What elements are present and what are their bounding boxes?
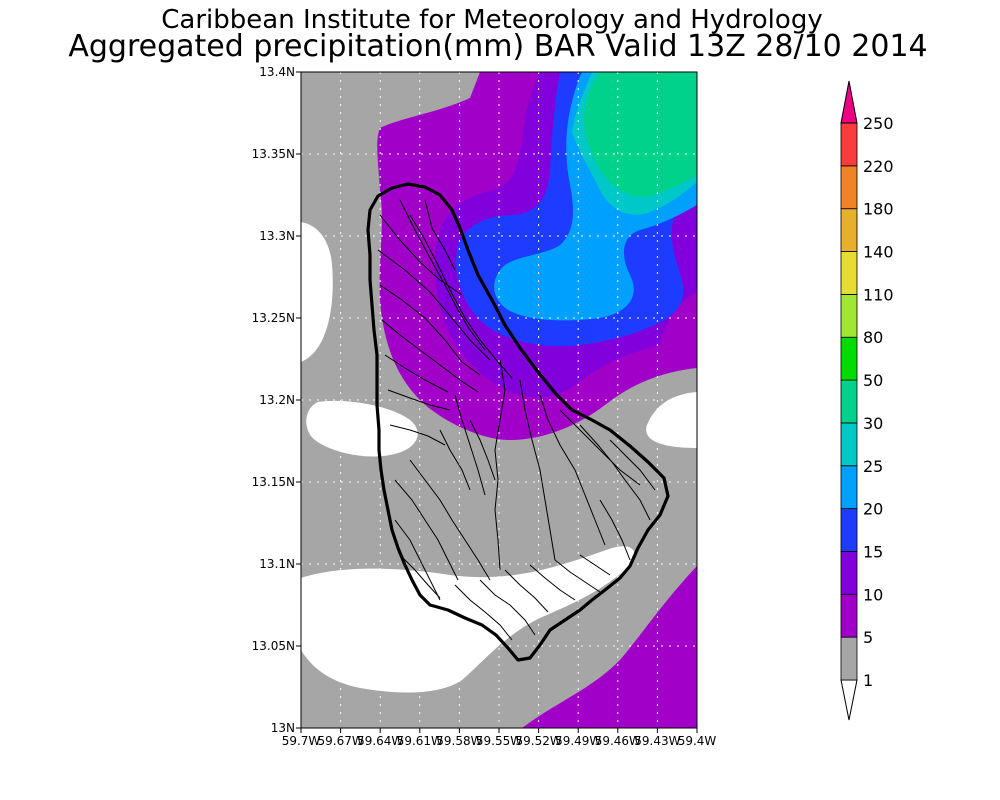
colorbar-label: 220 xyxy=(863,157,894,176)
colorbar-over-arrow xyxy=(840,80,858,124)
colorbar-swatch xyxy=(840,636,858,681)
colorbar-label: 250 xyxy=(863,114,894,133)
colorbar-label: 5 xyxy=(863,628,873,647)
lon-tick-label: 59.4W xyxy=(678,734,717,748)
lat-tick-label: 13.4N xyxy=(259,65,295,79)
colorbar-label: 1 xyxy=(863,671,873,690)
title-line-1: Caribbean Institute for Meteorology and … xyxy=(161,5,822,35)
precip-band-none-island xyxy=(306,400,418,457)
lon-tick-label: 59.61W xyxy=(397,734,443,748)
colorbar-swatch xyxy=(840,122,858,167)
colorbar-label: 80 xyxy=(863,328,883,347)
colorbar-swatch xyxy=(840,208,858,252)
lat-tick-label: 13N xyxy=(271,721,295,735)
precipitation-map xyxy=(301,72,697,728)
colorbar-swatch xyxy=(840,508,858,552)
precip-band-5-10-south xyxy=(522,566,697,728)
lat-tick-label: 13.05N xyxy=(252,639,295,653)
lat-tick-label: 13.35N xyxy=(252,147,295,161)
colorbar-label: 15 xyxy=(863,542,883,561)
colorbar-label: 30 xyxy=(863,414,883,433)
colorbar-swatch xyxy=(840,165,858,210)
colorbar-label: 140 xyxy=(863,243,894,262)
lon-tick-label: 59.46W xyxy=(595,734,641,748)
colorbar-swatch xyxy=(840,551,858,595)
colorbar-swatch xyxy=(840,465,858,510)
colorbar-label: 180 xyxy=(863,200,894,219)
lat-tick-label: 13.2N xyxy=(259,393,295,407)
colorbar-label: 20 xyxy=(863,500,883,519)
title-line-2: Aggregated precipitation(mm) BAR Valid 1… xyxy=(68,29,927,64)
colorbar-swatch xyxy=(840,251,858,295)
colorbar-swatch xyxy=(840,336,858,381)
lat-lon-grid xyxy=(301,72,697,728)
lat-tick-label: 13.3N xyxy=(259,229,295,243)
precip-band-none-west xyxy=(301,222,333,362)
coastline-outline xyxy=(366,182,670,662)
lat-tick-label: 13.15N xyxy=(252,475,295,489)
colorbar-swatch xyxy=(840,422,858,467)
map-axes: 13.4N 13.35N 13.3N 13.25N 13.2N 13.15N 13.1N 13… xyxy=(252,65,717,748)
colorbar-swatch xyxy=(840,593,858,638)
colorbar-label: 110 xyxy=(863,285,894,304)
lon-tick-label: 59.64W xyxy=(357,734,403,748)
colorbar-swatch xyxy=(840,293,858,338)
lon-tick-label: 59.7W xyxy=(282,734,321,748)
lon-tick-label: 59.43W xyxy=(634,734,680,748)
lon-tick-label: 59.49W xyxy=(555,734,601,748)
precip-band-30-50 xyxy=(584,72,697,197)
lat-tick-label: 13.1N xyxy=(259,557,295,571)
colorbar-label: 50 xyxy=(863,371,883,390)
colorbar-under-arrow xyxy=(840,679,858,721)
colorbar-swatch xyxy=(840,379,858,424)
colorbar-label: 10 xyxy=(863,585,883,604)
lon-tick-label: 59.58W xyxy=(436,734,482,748)
barbados-coastline xyxy=(366,182,670,662)
colorbar-label: 25 xyxy=(863,457,883,476)
river-network xyxy=(377,199,656,641)
lon-tick-label: 59.55W xyxy=(476,734,522,748)
lon-tick-label: 59.67W xyxy=(317,734,363,748)
lon-tick-label: 59.52W xyxy=(515,734,561,748)
precip-band-none-east xyxy=(646,392,697,448)
lat-tick-label: 13.25N xyxy=(252,311,295,325)
